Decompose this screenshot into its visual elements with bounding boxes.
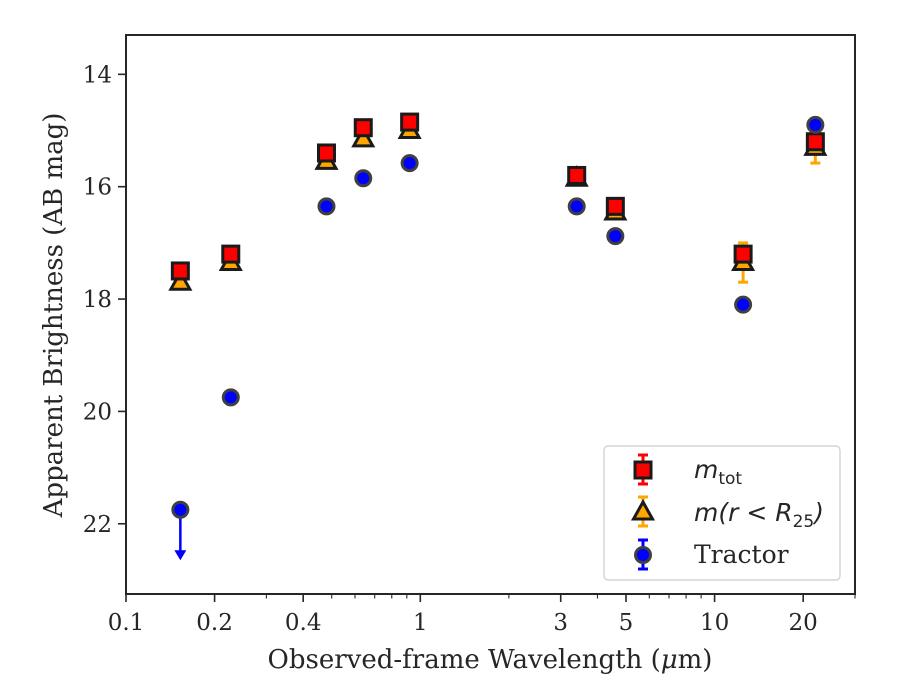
data-point-mtot [805, 132, 825, 152]
x-tick-label: 20 [789, 610, 818, 636]
legend-label-mr25: m(r < R25) [694, 498, 824, 532]
data-point-mr25 [351, 125, 376, 148]
x-axis-title-main: Observed-frame Wavelength ( [268, 645, 661, 675]
legend-marker-mr25 [630, 498, 656, 521]
series-mtot [170, 112, 825, 281]
data-point-tractor [317, 197, 336, 216]
y-tick-label: 22 [83, 512, 112, 538]
data-point-tractor [171, 500, 190, 519]
y-tick-label: 20 [83, 399, 112, 425]
ticks-layer: 0.1 0.2 0.4 1 3 5 10 20 14 16 18 20 22 [83, 62, 856, 636]
legend: mtot m(r < R25) Tractor [603, 445, 841, 581]
legend-label-tractor: Tractor [694, 540, 789, 569]
data-point-tractor [400, 154, 419, 173]
data-point-mtot [567, 165, 587, 185]
y-axis-title: Apparent Brightness (AB mag) [39, 113, 69, 519]
x-tick-label: 0.4 [285, 610, 322, 636]
data-point-tractor [606, 227, 625, 246]
x-axis-title-end: m) [678, 645, 713, 675]
x-tick-label: 1 [413, 610, 428, 636]
data-point-tractor [806, 115, 825, 134]
data-point-mtot [733, 244, 753, 264]
legend-mr25-close: ) [812, 498, 824, 527]
legend-label-mtot: mtot [694, 455, 742, 489]
data-point-mtot [400, 112, 420, 132]
x-tick-label: 0.2 [196, 610, 233, 636]
legend-mr25-expr: (r < R [718, 498, 792, 527]
y-tick-label: 18 [83, 287, 112, 313]
legend-box [603, 445, 841, 581]
x-axis-title: Observed-frame Wavelength (μm) [268, 645, 713, 675]
x-tick-label: 10 [700, 610, 729, 636]
data-point-tractor [221, 388, 240, 407]
data-point-mtot [316, 143, 336, 163]
data-point-tractor [354, 169, 373, 188]
series-tractor [171, 115, 825, 561]
legend-markers [630, 453, 656, 571]
legend-mr25-main: m [694, 498, 718, 527]
y-tick-label: 16 [83, 175, 112, 201]
marks-layer [168, 112, 828, 561]
plot-frame [125, 34, 856, 595]
data-point-mtot [170, 261, 190, 281]
x-tick-label: 3 [553, 610, 568, 636]
x-tick-label: 0.1 [108, 610, 145, 636]
upper-limit-arrow-head [174, 550, 187, 561]
data-point-mr25 [168, 269, 193, 291]
legend-marker-mtot [633, 460, 653, 480]
data-point-tractor [567, 197, 586, 216]
x-axis-title-mu: μ [661, 645, 678, 675]
y-tick-label: 14 [83, 62, 112, 88]
data-point-mtot [353, 118, 373, 138]
legend-mr25-sub: 25 [793, 512, 815, 532]
x-tick-label: 5 [619, 610, 634, 636]
data-point-mtot [221, 244, 241, 264]
data-point-mtot [605, 196, 625, 216]
legend-mtot-main: m [694, 455, 718, 484]
data-point-tractor [734, 295, 753, 314]
legend-marker-tractor [634, 546, 652, 564]
legend-mtot-sub: tot [718, 469, 742, 489]
